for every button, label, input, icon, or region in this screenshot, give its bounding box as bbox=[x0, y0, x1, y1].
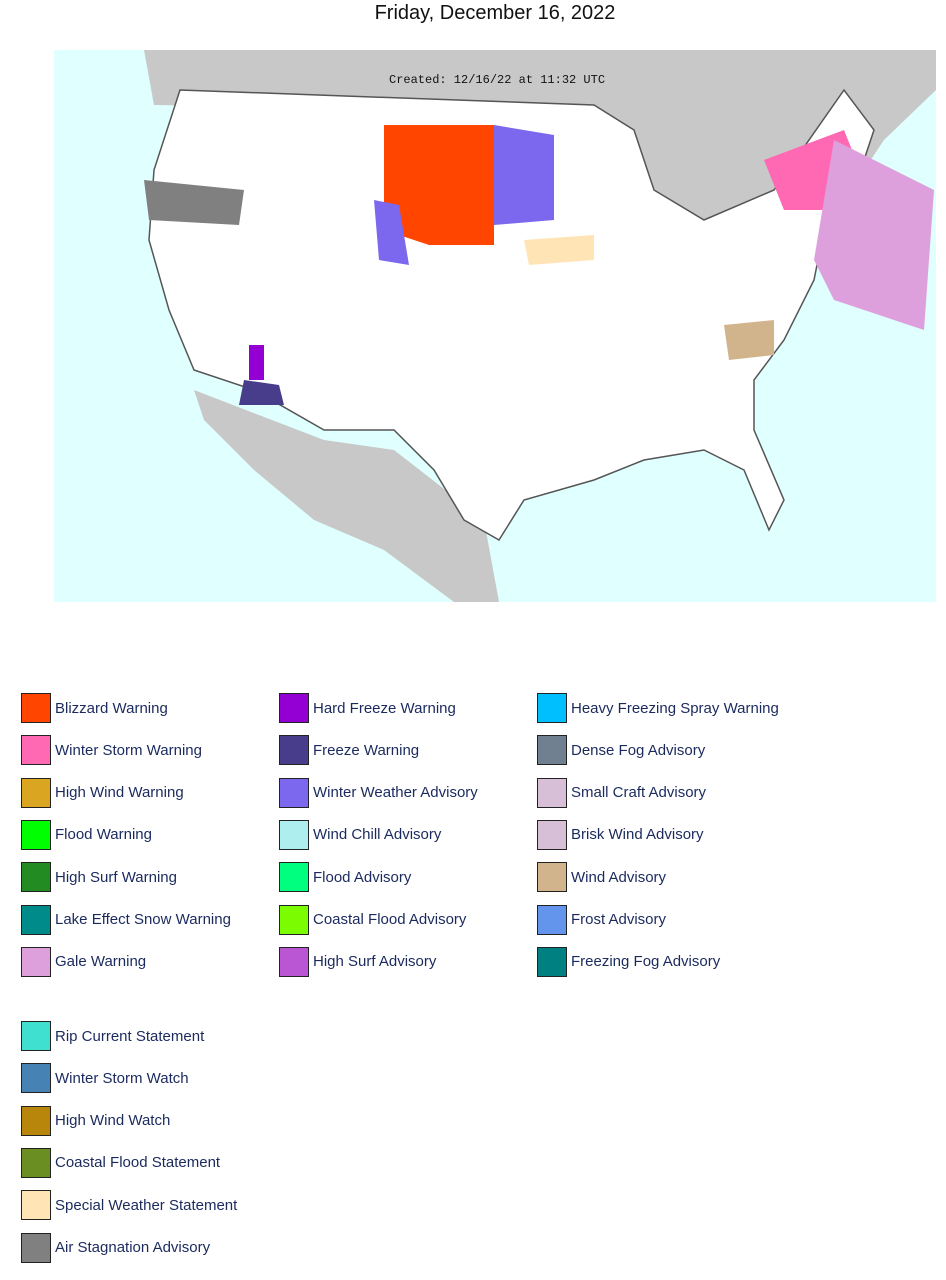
legend-label: Freeze Warning bbox=[313, 741, 420, 759]
legend-swatch bbox=[537, 862, 567, 893]
legend-item: Brisk Wind Advisory bbox=[537, 819, 704, 851]
created-stamp: Created: 12/16/22 at 11:32 UTC bbox=[389, 73, 605, 87]
legend-label: Air Stagnation Advisory bbox=[55, 1239, 211, 1256]
legend-swatch bbox=[21, 1232, 51, 1263]
legend-swatch bbox=[21, 1105, 51, 1136]
legend-item: Blizzard Warning bbox=[21, 692, 168, 724]
legend-swatch bbox=[21, 1190, 51, 1221]
special-statement-area bbox=[524, 235, 594, 265]
legend-swatch bbox=[21, 904, 51, 935]
legend-item: Dense Fog Advisory bbox=[537, 734, 705, 766]
legend-label: Winter Storm Warning bbox=[55, 741, 202, 759]
legend-item: Freeze Warning bbox=[279, 734, 419, 766]
legend-swatch bbox=[21, 1063, 51, 1094]
legend-item: Winter Weather Advisory bbox=[279, 777, 478, 809]
legend-label: Small Craft Advisory bbox=[571, 784, 707, 802]
legend-swatch bbox=[21, 693, 51, 723]
legend-label: Gale Warning bbox=[55, 953, 147, 971]
legend-label: Freezing Fog Advisory bbox=[571, 953, 721, 971]
legend-label: Hard Freeze Warning bbox=[313, 699, 456, 717]
blizzard-area bbox=[384, 125, 494, 245]
legend-label: Flood Warning bbox=[55, 826, 152, 844]
legend-item: Flood Advisory bbox=[279, 861, 411, 893]
wind-advisory-area bbox=[724, 320, 774, 360]
legend-label: Brisk Wind Advisory bbox=[571, 826, 704, 844]
legend-label: High Wind Warning bbox=[55, 784, 184, 802]
legend-swatch bbox=[537, 693, 567, 723]
legend-item: High Wind Watch bbox=[21, 1105, 170, 1137]
legend-item: Gale Warning bbox=[21, 946, 146, 978]
legend-item: Coastal Flood Advisory bbox=[279, 904, 466, 936]
legend-item: High Surf Warning bbox=[21, 861, 177, 893]
legend-swatch bbox=[21, 946, 51, 977]
legend-item: Flood Warning bbox=[21, 819, 152, 851]
legend-swatch bbox=[537, 819, 567, 850]
legend-item: Coastal Flood Statement bbox=[21, 1147, 220, 1179]
legend-item: Air Stagnation Advisory bbox=[21, 1232, 210, 1264]
legend-label: Coastal Flood Statement bbox=[55, 1154, 221, 1172]
legend-swatch bbox=[279, 735, 309, 766]
legend-swatch bbox=[537, 904, 567, 935]
legend-label: Lake Effect Snow Warning bbox=[55, 911, 231, 928]
legend-swatch bbox=[279, 862, 309, 893]
legend-item: Hard Freeze Warning bbox=[279, 692, 456, 724]
legend-swatch bbox=[279, 693, 309, 723]
legend-label: Rip Current Statement bbox=[55, 1027, 205, 1045]
legend-swatch bbox=[537, 735, 567, 766]
legend-item: Wind Advisory bbox=[537, 861, 666, 893]
legend-label: Coastal Flood Advisory bbox=[313, 911, 467, 928]
legend-label: High Surf Advisory bbox=[313, 953, 437, 971]
legend-label: Winter Storm Watch bbox=[55, 1069, 189, 1087]
legend-swatch bbox=[279, 946, 309, 977]
legend-label: Special Weather Statement bbox=[55, 1196, 238, 1214]
page-title: Friday, December 16, 2022 bbox=[374, 2, 616, 24]
legend-label: Winter Weather Advisory bbox=[313, 784, 478, 802]
legend-swatch bbox=[21, 1021, 51, 1051]
legend-item: Heavy Freezing Spray Warning bbox=[537, 692, 779, 724]
legend-swatch bbox=[537, 777, 567, 808]
air-stagnation-area bbox=[144, 180, 244, 225]
gale-area bbox=[814, 140, 934, 330]
legend-swatch bbox=[21, 819, 51, 850]
legend-swatch bbox=[21, 862, 51, 893]
legend-swatch bbox=[21, 735, 51, 766]
legend-item: High Surf Advisory bbox=[279, 946, 436, 978]
legend-swatch bbox=[537, 946, 567, 977]
legend-item: Rip Current Statement bbox=[21, 1020, 204, 1052]
legend-label: Blizzard Warning bbox=[55, 699, 168, 717]
legend-label: Wind Advisory bbox=[571, 868, 667, 886]
legend-label: Dense Fog Advisory bbox=[571, 741, 706, 759]
legend-item: Wind Chill Advisory bbox=[279, 819, 441, 851]
winter-weather-area bbox=[374, 200, 409, 265]
legend-item: Winter Storm Watch bbox=[21, 1062, 189, 1094]
legend-label: Frost Advisory bbox=[571, 911, 667, 928]
legend-swatch bbox=[21, 1147, 51, 1178]
legend-label: Wind Chill Advisory bbox=[313, 826, 442, 844]
hard-freeze-area bbox=[249, 345, 264, 380]
legend-swatch bbox=[279, 777, 309, 808]
legend-label: Flood Advisory bbox=[313, 868, 412, 886]
legend-label: High Wind Watch bbox=[55, 1112, 171, 1130]
hazard-map: Created: 12/16/22 at 11:32 UTC bbox=[54, 50, 936, 602]
legend-swatch bbox=[279, 819, 309, 850]
legend-swatch bbox=[279, 904, 309, 935]
legend-item: Special Weather Statement bbox=[21, 1189, 237, 1221]
legend-item: High Wind Warning bbox=[21, 777, 184, 809]
legend-item: Lake Effect Snow Warning bbox=[21, 904, 231, 936]
legend-item: Winter Storm Warning bbox=[21, 734, 202, 766]
legend-item: Frost Advisory bbox=[537, 904, 666, 936]
legend-swatch bbox=[21, 777, 51, 808]
mexico bbox=[194, 390, 499, 602]
legend-label: High Surf Warning bbox=[55, 868, 177, 886]
legend-label: Heavy Freezing Spray Warning bbox=[571, 699, 779, 717]
legend-item: Small Craft Advisory bbox=[537, 777, 706, 809]
legend-item: Freezing Fog Advisory bbox=[537, 946, 720, 978]
winter-weather-area bbox=[494, 125, 554, 225]
freeze-area bbox=[239, 380, 284, 405]
